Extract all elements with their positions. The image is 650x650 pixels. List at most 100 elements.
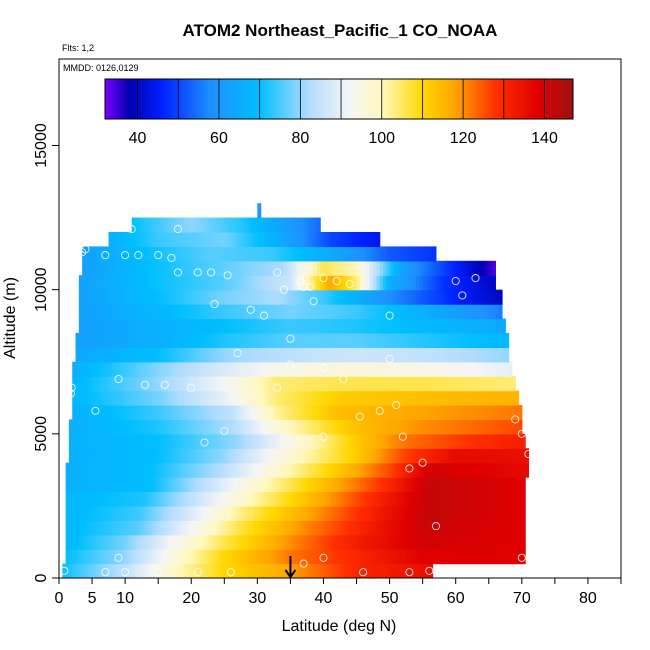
heatmap-cell (320, 361, 325, 377)
heatmap-cell (164, 563, 169, 578)
heatmap-cell (435, 332, 440, 348)
heatmap-cell (105, 361, 110, 377)
heatmap-cell (201, 275, 206, 291)
heatmap-cell (227, 217, 232, 233)
heatmap-cell (144, 347, 149, 363)
heatmap-cell (128, 419, 133, 435)
heatmap-cell (382, 376, 387, 392)
heatmap-cell (280, 289, 285, 305)
heatmap-cell (386, 491, 391, 507)
heatmap-cell (326, 405, 331, 421)
heatmap-cell (412, 318, 417, 334)
heatmap-cell (260, 477, 265, 493)
heatmap-cell (310, 275, 315, 291)
colorbar-segment (209, 79, 213, 119)
heatmap-cell (138, 361, 143, 377)
heatmap-cell (184, 477, 189, 493)
heatmap-cell (115, 405, 120, 421)
heatmap-cell (220, 361, 225, 377)
heatmap-cell (178, 549, 182, 565)
heatmap-cell (154, 520, 159, 536)
colorbar-segment (544, 79, 548, 119)
colorbar-segment (370, 79, 374, 119)
heatmap-cell (492, 462, 496, 478)
heatmap-cell (184, 246, 189, 262)
heatmap-cell (254, 260, 258, 276)
heatmap-cell (220, 462, 225, 478)
heatmap-cell (204, 491, 209, 507)
heatmap-cell (161, 462, 166, 478)
heatmap-cell (164, 347, 169, 363)
heatmap-cell (75, 462, 80, 478)
heatmap-cell (98, 448, 103, 464)
heatmap-cell (201, 448, 206, 464)
heatmap-cell (439, 448, 444, 464)
heatmap-cell (346, 347, 351, 363)
heatmap-cell (178, 376, 182, 392)
heatmap-cell (475, 505, 480, 521)
heatmap-cell (382, 246, 387, 262)
colorbar-segment (430, 79, 434, 119)
heatmap-cell (118, 563, 123, 578)
sample-point (210, 300, 219, 309)
heatmap-cell (207, 419, 212, 435)
heatmap-cell (518, 462, 523, 478)
heatmap-cell (392, 361, 397, 377)
sample-point (114, 374, 123, 384)
heatmap-cell (280, 448, 285, 464)
heatmap-cell (108, 448, 113, 464)
heatmap-cell (518, 477, 523, 493)
heatmap-cell (333, 318, 338, 334)
heatmap-cell (267, 347, 272, 363)
heatmap-cell (455, 318, 460, 334)
heatmap-cell (257, 304, 262, 320)
colorbar-segment (323, 79, 327, 119)
heatmap-cell (244, 347, 249, 363)
heatmap-cell (181, 304, 186, 320)
heatmap-cell (409, 318, 414, 334)
heatmap-cell (310, 491, 315, 507)
heatmap-cell (505, 448, 510, 464)
heatmap-cell (197, 260, 202, 276)
heatmap-cell (316, 232, 321, 248)
heatmap-cell (144, 332, 149, 348)
heatmap-cell (406, 332, 411, 348)
heatmap-cell (92, 491, 96, 507)
heatmap-cell (85, 304, 90, 320)
heatmap-cell (105, 390, 110, 406)
heatmap-cell (72, 477, 77, 493)
heatmap-cell (135, 289, 139, 305)
heatmap-cell (320, 433, 325, 449)
heatmap-cell (396, 361, 401, 377)
heatmap-cell (201, 260, 206, 276)
heatmap-cell (131, 332, 136, 348)
heatmap-cell (300, 520, 305, 536)
colorbar-segment (391, 79, 395, 119)
heatmap-cell (392, 304, 397, 320)
heatmap-cell (283, 448, 288, 464)
heatmap-cell (277, 275, 282, 291)
heatmap-cell (306, 462, 311, 478)
heatmap-cell (168, 304, 172, 320)
heatmap-cell (191, 563, 196, 578)
heatmap-cell (164, 289, 169, 305)
heatmap-cell (373, 304, 377, 320)
heatmap-cell (392, 520, 397, 536)
colorbar-segment (123, 79, 127, 119)
heatmap-cell (178, 505, 182, 521)
heatmap-cell (214, 549, 219, 565)
heatmap-cell (488, 477, 493, 493)
heatmap-cell (422, 549, 427, 565)
heatmap-cell (184, 505, 189, 521)
heatmap-cell (224, 332, 229, 348)
heatmap-cell (121, 520, 126, 536)
heatmap-cell (419, 275, 424, 291)
heatmap-cell (386, 246, 391, 262)
heatmap-cell (392, 462, 397, 478)
heatmap-cell (343, 462, 348, 478)
heatmap-cell (287, 318, 292, 334)
heatmap-cell (389, 275, 394, 291)
heatmap-cell (336, 289, 341, 305)
heatmap-cell (475, 260, 480, 276)
heatmap-cell (101, 390, 106, 406)
